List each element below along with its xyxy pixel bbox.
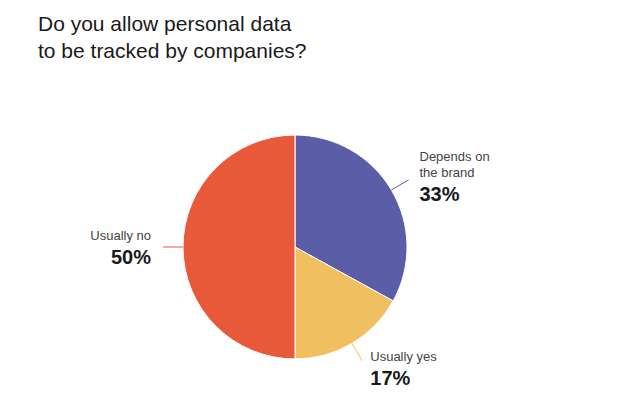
html-text:to be tracked by companies?: to be tracked by companies? (38, 39, 307, 62)
html-text:Do you allow personal data: Do you allow personal data (38, 12, 292, 35)
svg-text:Usually no50%: Usually no50% (90, 228, 151, 268)
svg-text:Depends onthe brand33%: Depends onthe brand33% (420, 149, 490, 205)
svg-text:Usually yes17%: Usually yes17% (370, 349, 437, 389)
